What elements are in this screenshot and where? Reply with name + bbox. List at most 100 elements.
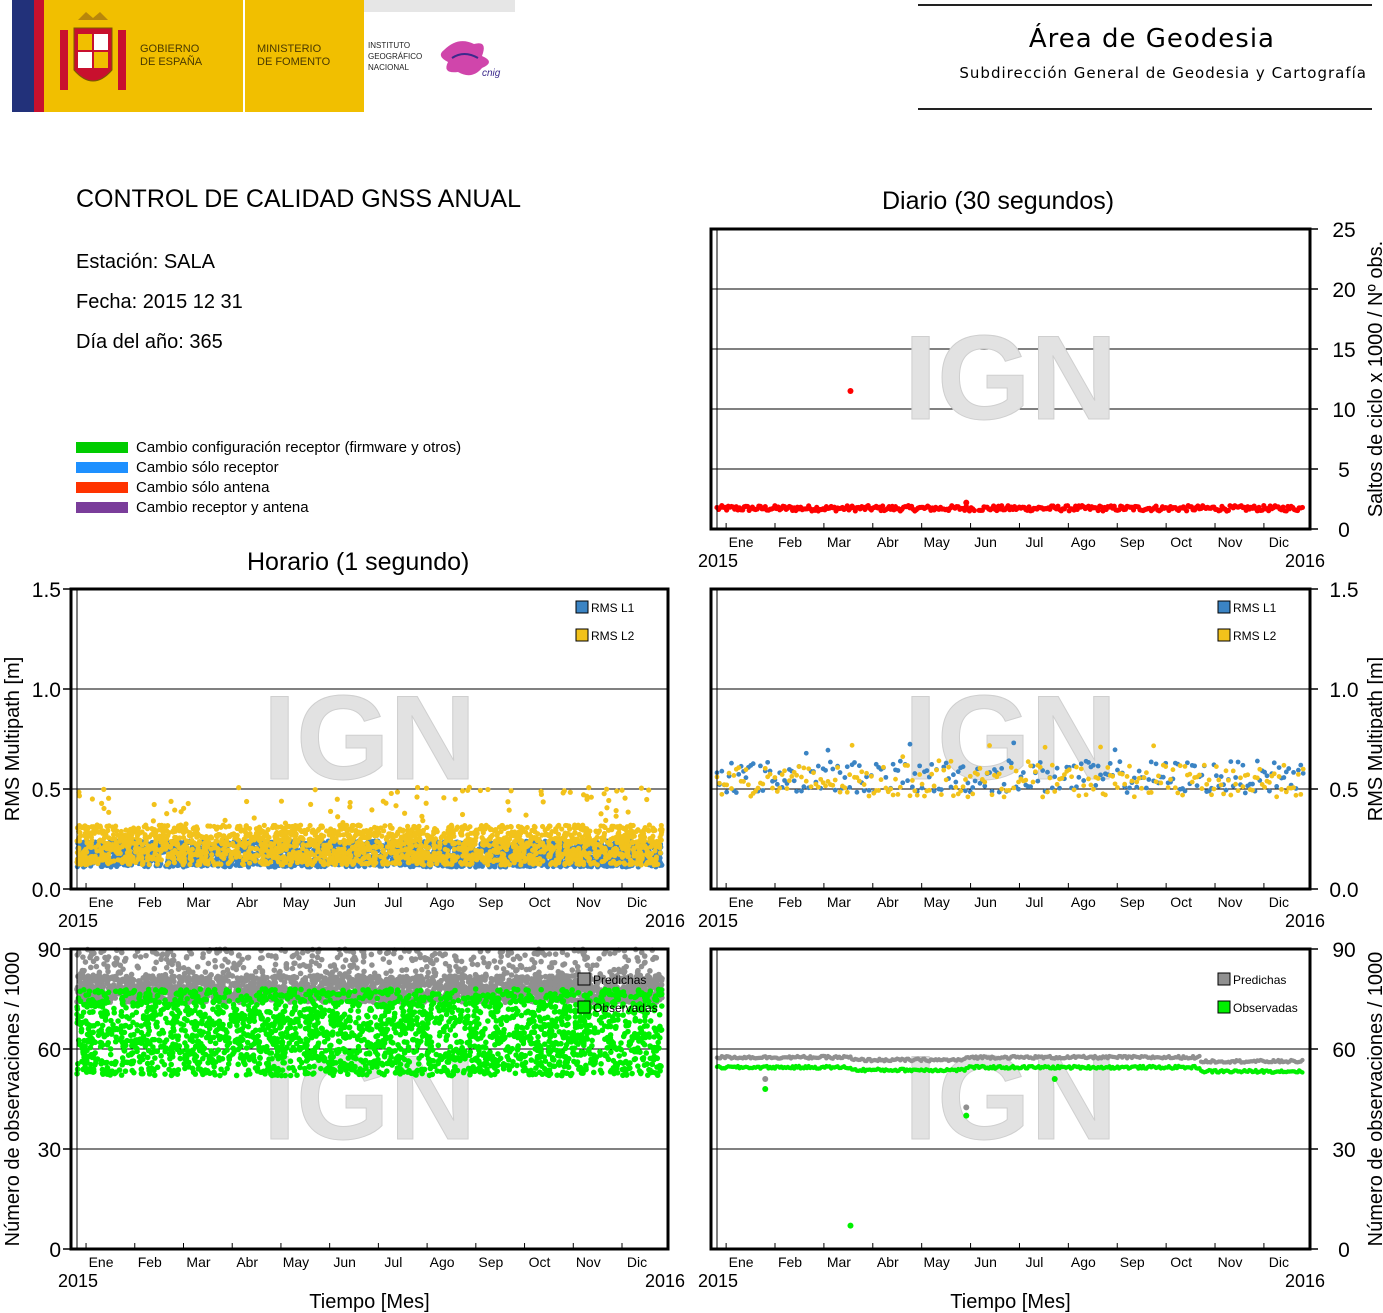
data-point — [493, 857, 499, 863]
data-point — [312, 838, 318, 844]
data-point — [170, 829, 176, 835]
data-point — [109, 824, 116, 830]
data-point — [460, 853, 466, 859]
data-point — [556, 850, 562, 856]
data-point — [286, 823, 293, 830]
data-point — [373, 844, 379, 850]
data-point — [646, 787, 652, 793]
data-point — [657, 834, 663, 841]
data-point — [184, 844, 190, 850]
data-point — [508, 788, 514, 794]
data-point — [431, 828, 437, 835]
data-point — [127, 839, 134, 845]
data-point — [545, 832, 551, 839]
data-point — [603, 817, 609, 823]
station-label: Estación: SALA — [76, 251, 215, 273]
data-point — [384, 860, 390, 866]
data-point — [729, 760, 734, 766]
data-point — [134, 835, 140, 841]
data-point — [132, 846, 138, 852]
header-subtitle: Subdirección General de Geodesia y Carto… — [959, 64, 1367, 82]
data-point — [625, 809, 631, 815]
data-point — [322, 854, 328, 860]
data-point — [608, 852, 614, 858]
data-point — [619, 825, 626, 831]
header-rule-top — [918, 4, 1372, 6]
data-point — [201, 835, 208, 841]
data-point — [613, 813, 619, 819]
data-point — [459, 832, 465, 838]
legend-item: Cambio configuración receptor (firmware … — [76, 437, 461, 457]
data-point — [270, 854, 276, 861]
y-tick-label: 0.0 — [32, 879, 61, 902]
cnig-text: cnig — [482, 68, 501, 79]
data-point — [938, 787, 944, 792]
data-point — [856, 763, 862, 769]
data-point — [276, 848, 282, 855]
x-tick-label: May — [923, 534, 949, 550]
data-point — [253, 846, 259, 852]
legend-item: Cambio sólo receptor — [76, 457, 461, 477]
data-point — [387, 822, 393, 829]
data-point — [369, 807, 375, 813]
data-point — [220, 822, 226, 828]
data-point — [576, 859, 582, 865]
data-point — [832, 787, 838, 793]
data-point — [658, 822, 664, 829]
data-point — [635, 827, 641, 833]
data-point — [191, 840, 197, 846]
data-point — [880, 503, 886, 509]
data-point — [312, 787, 318, 793]
data-point — [1095, 507, 1101, 514]
doy-label: Día del año: 365 — [76, 331, 223, 353]
data-point — [247, 860, 253, 866]
data-point — [484, 841, 490, 848]
header-logos: GOBIERNO DE ESPAÑA MINISTERIO DE FOMENTO… — [12, 0, 515, 112]
data-point — [653, 841, 659, 848]
data-point — [176, 824, 182, 831]
data-point — [452, 796, 458, 802]
data-point — [321, 849, 328, 855]
data-point — [105, 860, 111, 867]
data-point — [166, 830, 172, 836]
data-point — [357, 823, 363, 829]
data-point — [76, 793, 83, 799]
data-point — [247, 845, 253, 851]
data-point — [758, 763, 763, 769]
data-point — [288, 831, 295, 837]
data-point — [370, 857, 376, 863]
data-point — [405, 846, 411, 852]
data-point — [283, 846, 289, 853]
data-point — [610, 846, 617, 852]
data-point — [247, 833, 253, 840]
data-point — [162, 846, 169, 852]
data-point — [264, 832, 270, 839]
data-point — [414, 784, 421, 791]
data-point — [146, 834, 153, 840]
data-point — [347, 835, 353, 841]
gobierno-line1: GOBIERNO — [140, 43, 200, 55]
data-point — [272, 864, 278, 870]
data-point — [1184, 508, 1190, 514]
data-point — [733, 790, 739, 795]
data-point — [304, 861, 311, 868]
data-point — [519, 838, 525, 844]
data-point — [205, 823, 211, 829]
x-tick-label: Ene — [729, 534, 754, 550]
data-point — [454, 824, 461, 830]
data-point — [622, 795, 628, 801]
data-point — [584, 796, 590, 802]
data-point — [82, 833, 88, 839]
data-point — [606, 797, 612, 804]
data-point — [261, 822, 267, 828]
data-point — [907, 741, 913, 747]
data-point — [392, 848, 398, 854]
data-point — [924, 768, 930, 774]
data-point — [142, 834, 148, 841]
data-point — [523, 812, 529, 818]
data-point — [194, 826, 201, 832]
data-point — [258, 835, 264, 841]
data-point — [140, 848, 147, 854]
